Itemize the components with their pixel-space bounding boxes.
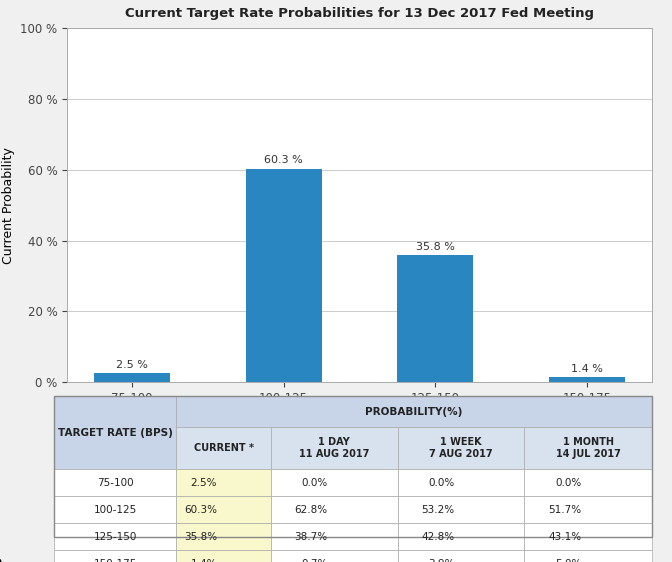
Text: 35.8 %: 35.8 % bbox=[416, 242, 455, 252]
Bar bbox=[397, 255, 473, 382]
Text: 5.0%: 5.0% bbox=[555, 559, 581, 562]
Text: 60.3%: 60.3% bbox=[184, 505, 217, 515]
Text: 62.8%: 62.8% bbox=[294, 505, 327, 515]
X-axis label: Target Rate (in bps): Target Rate (in bps) bbox=[298, 410, 421, 423]
Text: 100-125: 100-125 bbox=[93, 505, 136, 515]
Bar bbox=[94, 373, 170, 382]
Text: 1 DAY
11 AUG 2017: 1 DAY 11 AUG 2017 bbox=[299, 437, 370, 459]
Title: Current Target Rate Probabilities for 13 Dec 2017 Fed Meeting: Current Target Rate Probabilities for 13… bbox=[125, 7, 594, 20]
Y-axis label: Current Probability: Current Probability bbox=[2, 147, 15, 264]
Bar bbox=[549, 377, 625, 382]
Text: 1 WEEK
7 AUG 2017: 1 WEEK 7 AUG 2017 bbox=[429, 437, 493, 459]
Text: TARGET RATE (BPS): TARGET RATE (BPS) bbox=[58, 428, 173, 438]
Text: 2.5%: 2.5% bbox=[190, 478, 217, 488]
Text: 60.3 %: 60.3 % bbox=[264, 155, 303, 165]
Text: 0.0%: 0.0% bbox=[301, 478, 327, 488]
Text: 1.4%: 1.4% bbox=[190, 559, 217, 562]
Text: 38.7%: 38.7% bbox=[294, 532, 327, 542]
Bar bbox=[246, 169, 322, 382]
Text: 42.8%: 42.8% bbox=[421, 532, 454, 542]
Text: 150-175: 150-175 bbox=[93, 559, 136, 562]
Text: 2.5 %: 2.5 % bbox=[116, 360, 148, 370]
Text: 1 MONTH
14 JUL 2017: 1 MONTH 14 JUL 2017 bbox=[556, 437, 620, 459]
Text: PROBABILITY(%): PROBABILITY(%) bbox=[366, 407, 463, 416]
Text: 125-150: 125-150 bbox=[93, 532, 136, 542]
Text: 43.1%: 43.1% bbox=[548, 532, 581, 542]
Text: 0.7%: 0.7% bbox=[301, 559, 327, 562]
Text: 75-100: 75-100 bbox=[97, 478, 133, 488]
Text: 3.9%: 3.9% bbox=[428, 559, 454, 562]
Text: 0.0%: 0.0% bbox=[428, 478, 454, 488]
Text: 1.4 %: 1.4 % bbox=[571, 364, 603, 374]
Text: CURRENT *: CURRENT * bbox=[194, 443, 253, 453]
Text: 0.0%: 0.0% bbox=[555, 478, 581, 488]
Text: 53.2%: 53.2% bbox=[421, 505, 454, 515]
Text: 35.8%: 35.8% bbox=[183, 532, 217, 542]
Text: 51.7%: 51.7% bbox=[548, 505, 581, 515]
